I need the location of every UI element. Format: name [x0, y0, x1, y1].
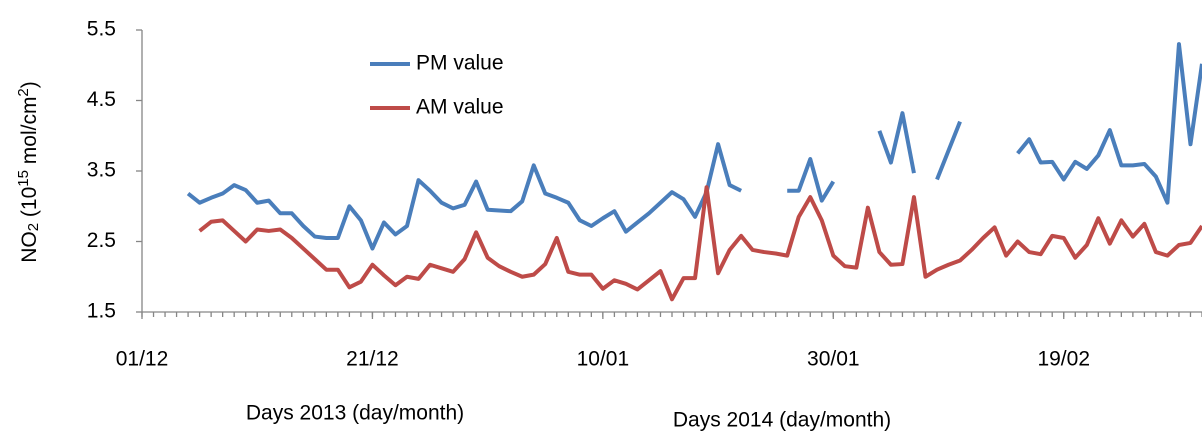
x-tick-label: 01/12 — [116, 348, 169, 371]
y-axis-title-part: 2 — [25, 223, 42, 231]
x-axis-title: Days 2013 (day/month) — [246, 402, 464, 425]
y-axis-title-part: mol/cm — [18, 97, 41, 171]
x-tick-label: 10/01 — [577, 348, 630, 371]
y-tick-label: 2.5 — [87, 229, 116, 252]
legend-label: AM value — [416, 96, 504, 119]
legend-label: PM value — [416, 52, 504, 75]
series-line — [198, 185, 1202, 302]
y-tick-label: 1.5 — [87, 300, 116, 323]
y-axis-title-part: 15 — [15, 170, 32, 187]
x-axis-title: Days 2014 (day/month) — [673, 409, 891, 432]
x-tick-label: 21/12 — [346, 348, 399, 371]
x-tick-label: 30/01 — [807, 348, 860, 371]
x-tick-label: 19/02 — [1037, 348, 1090, 371]
y-axis-title-part: NO — [18, 231, 41, 263]
y-axis-title-part: (10 — [18, 187, 41, 223]
y-axis-title-part: 2 — [15, 88, 32, 96]
y-tick-label: 5.5 — [87, 18, 116, 41]
y-axis-title: NO2 (1015 mol/cm2) — [15, 81, 43, 263]
y-axis-title-part: ) — [18, 81, 41, 88]
y-tick-label: 4.5 — [87, 88, 116, 111]
y-tick-label: 3.5 — [87, 159, 116, 182]
series-line — [186, 42, 1202, 251]
